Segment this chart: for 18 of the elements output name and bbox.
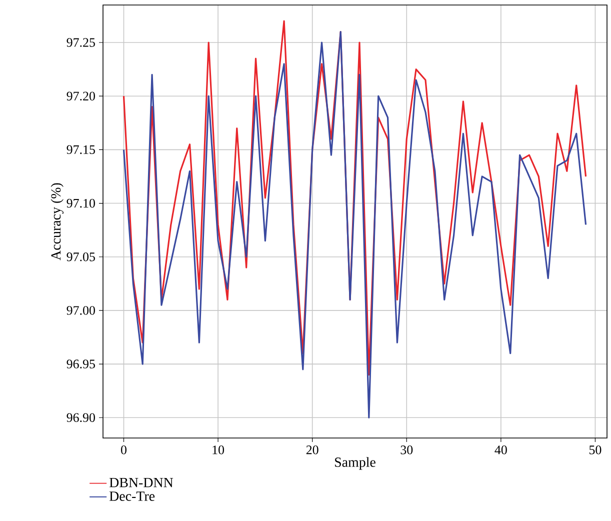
legend-label: DBN-DNN xyxy=(109,478,174,488)
y-tick-label: 97.05 xyxy=(66,252,95,262)
legend-label: Dec-Tre xyxy=(109,492,155,501)
y-tick-label: 97.20 xyxy=(66,92,95,100)
y-tick-label: 97.25 xyxy=(66,38,95,47)
x-tick-label: 20 xyxy=(306,446,318,454)
y-tick-label: 97.15 xyxy=(66,145,95,154)
x-tick-label: 40 xyxy=(494,446,507,454)
x-tick-label: 30 xyxy=(400,446,413,454)
y-tick-label: 96.90 xyxy=(66,413,95,422)
y-tick-label: 97.10 xyxy=(66,198,95,208)
x-axis-title: Sample xyxy=(335,457,376,470)
y-axis-title: Accuracy (%) xyxy=(50,183,64,260)
x-tick-label: 50 xyxy=(589,446,602,454)
x-tick-label: 0 xyxy=(121,446,126,454)
y-tick-label: 96.95 xyxy=(66,360,95,368)
y-tick-label: 97.00 xyxy=(66,306,95,315)
x-tick-label: 10 xyxy=(212,446,224,454)
